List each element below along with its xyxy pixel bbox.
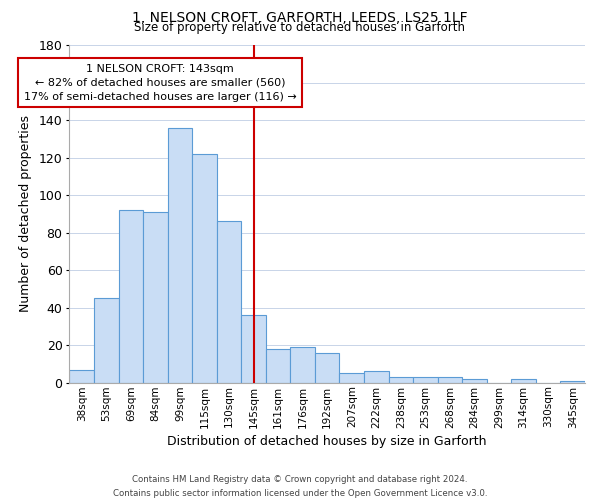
Text: Size of property relative to detached houses in Garforth: Size of property relative to detached ho…	[134, 22, 466, 35]
Bar	[143, 212, 167, 382]
Y-axis label: Number of detached properties: Number of detached properties	[19, 116, 32, 312]
Bar	[217, 222, 241, 382]
Bar	[290, 347, 315, 382]
Bar	[167, 128, 192, 382]
Bar	[389, 377, 413, 382]
Bar	[241, 315, 266, 382]
Bar	[94, 298, 119, 382]
Bar	[413, 377, 437, 382]
Bar	[340, 374, 364, 382]
Text: Contains HM Land Registry data © Crown copyright and database right 2024.
Contai: Contains HM Land Registry data © Crown c…	[113, 476, 487, 498]
X-axis label: Distribution of detached houses by size in Garforth: Distribution of detached houses by size …	[167, 434, 487, 448]
Bar	[560, 381, 585, 382]
Bar	[119, 210, 143, 382]
Bar	[437, 377, 462, 382]
Bar	[70, 370, 94, 382]
Bar	[192, 154, 217, 382]
Bar	[462, 379, 487, 382]
Bar	[266, 349, 290, 382]
Text: 1, NELSON CROFT, GARFORTH, LEEDS, LS25 1LF: 1, NELSON CROFT, GARFORTH, LEEDS, LS25 1…	[132, 11, 468, 25]
Bar	[315, 352, 340, 382]
Bar	[364, 372, 389, 382]
Bar	[511, 379, 536, 382]
Text: 1 NELSON CROFT: 143sqm
← 82% of detached houses are smaller (560)
17% of semi-de: 1 NELSON CROFT: 143sqm ← 82% of detached…	[24, 64, 296, 102]
